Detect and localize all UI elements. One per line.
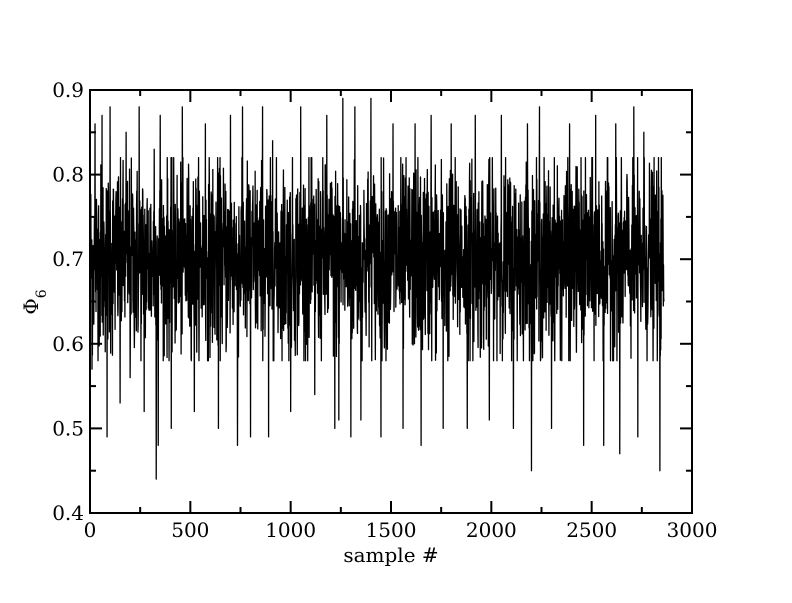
y-tick-label: 0.5	[52, 416, 84, 440]
x-tick-label: 2500	[566, 518, 617, 542]
x-tick-label: 1500	[366, 518, 417, 542]
series-line	[89, 97, 665, 480]
ticks-layer: 0 500 1000 1500 2000 2500 3000 0.4 0.5 0.6 0.7 0.8 0…	[52, 78, 717, 542]
y-tick-label: 0.8	[52, 163, 84, 187]
y-tick-label: 0.9	[52, 78, 84, 102]
x-axis-label: sample #	[343, 543, 438, 567]
y-tick-label: 0.7	[52, 247, 84, 271]
y-axis-label-subscript: 6	[34, 289, 50, 298]
series-layer	[89, 97, 665, 480]
y-tick-label: 0.6	[52, 332, 84, 356]
x-tick-label: 2000	[466, 518, 517, 542]
x-tick-label: 1000	[265, 518, 316, 542]
y-tick-label: 0.4	[52, 501, 84, 525]
y-axis-label: Φ6	[19, 289, 50, 314]
y-axis-label-main: Φ	[19, 298, 43, 314]
x-tick-label: 500	[171, 518, 209, 542]
x-tick-label: 0	[84, 518, 97, 542]
x-tick-label: 3000	[667, 518, 718, 542]
